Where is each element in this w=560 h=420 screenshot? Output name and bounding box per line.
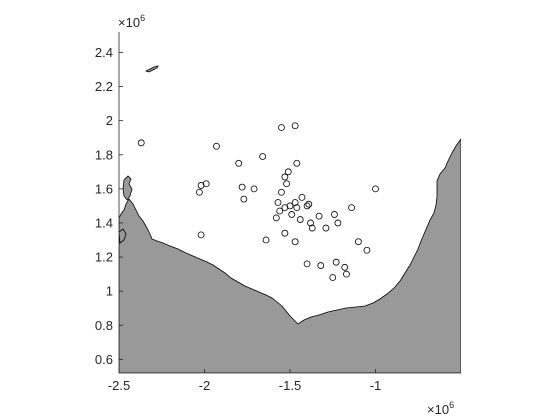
scatter-point bbox=[283, 180, 290, 188]
scatter-point bbox=[238, 183, 246, 191]
scatter-point bbox=[303, 260, 311, 268]
y-tick-label: 1 bbox=[106, 284, 113, 299]
x-tick-label: -2 bbox=[199, 378, 211, 393]
scatter-point bbox=[315, 212, 323, 220]
y-tick-label: 1.4 bbox=[95, 215, 113, 230]
scatter-point bbox=[288, 211, 296, 218]
y-tick-label: 1.2 bbox=[95, 250, 113, 265]
x-tick-label: -2.5 bbox=[108, 378, 130, 393]
scatter-point bbox=[298, 193, 306, 201]
y-tick-label: 1.6 bbox=[95, 181, 113, 196]
y-exponent-label: ×106 bbox=[118, 13, 145, 30]
scatter-point bbox=[202, 180, 210, 188]
scatter-point bbox=[317, 262, 325, 269]
scatter-point bbox=[274, 199, 282, 206]
y-tick-label: 2.4 bbox=[95, 45, 113, 60]
scatter-point bbox=[281, 173, 289, 181]
x-tick-label: -1 bbox=[370, 378, 382, 393]
scatter-points bbox=[137, 122, 379, 281]
x-exponent-label: ×106 bbox=[427, 400, 454, 417]
scatter-point bbox=[278, 188, 285, 196]
scatter-point bbox=[322, 224, 330, 232]
y-tick-label: 2.2 bbox=[95, 79, 113, 94]
scatter-point bbox=[284, 168, 292, 176]
island-small-west bbox=[119, 228, 127, 244]
y-tick-label: 0.8 bbox=[95, 318, 113, 333]
antarctic-landmass bbox=[119, 138, 461, 373]
scatter-point bbox=[341, 263, 349, 271]
scatter-point bbox=[272, 214, 280, 222]
scatter-point bbox=[332, 258, 340, 266]
scatter-point bbox=[262, 236, 270, 244]
scatter-point bbox=[281, 229, 289, 237]
scatter-point bbox=[291, 238, 299, 246]
scatter-point bbox=[195, 188, 203, 196]
scatter-point bbox=[363, 246, 371, 254]
scatter-point bbox=[291, 199, 299, 206]
scatter-point bbox=[293, 159, 301, 167]
scatter-point bbox=[308, 224, 316, 232]
scatter-point bbox=[240, 195, 248, 203]
x-ticks: -2.5 -2 -1.5 -1 bbox=[108, 369, 381, 393]
scatter-point bbox=[276, 207, 284, 215]
scatter-point bbox=[372, 185, 379, 193]
y-tick-label: 2 bbox=[106, 113, 113, 128]
x-tick-label: -1.5 bbox=[279, 378, 301, 393]
scatter-point bbox=[213, 142, 220, 150]
y-ticks: 0.6 0.8 1 1.2 1.4 1.6 1.8 2 2.2 2.4 bbox=[95, 45, 123, 367]
scatter-point bbox=[307, 219, 314, 227]
island-chain bbox=[122, 175, 133, 201]
scatter-point bbox=[343, 270, 350, 278]
scatter-point bbox=[259, 153, 267, 160]
scatter-point bbox=[235, 159, 243, 167]
scatter-point bbox=[331, 211, 338, 218]
scatter-point bbox=[137, 139, 145, 147]
scatter-point bbox=[305, 200, 313, 208]
scatter-point bbox=[278, 124, 285, 131]
scatter-point bbox=[197, 231, 205, 239]
scatter-point bbox=[329, 274, 337, 281]
scatter-point bbox=[303, 202, 311, 210]
scatter-point bbox=[354, 238, 362, 246]
scatter-point bbox=[281, 204, 289, 212]
scatter-point bbox=[286, 202, 294, 210]
island-north bbox=[144, 65, 159, 73]
scatter-point bbox=[250, 185, 258, 193]
scatter-point bbox=[197, 182, 205, 189]
scatter-point bbox=[293, 204, 301, 212]
y-tick-label: 1.8 bbox=[95, 147, 113, 162]
scatter-point bbox=[348, 204, 355, 212]
scatter-point bbox=[291, 122, 299, 130]
scatter-point bbox=[334, 219, 342, 227]
y-tick-label: 0.6 bbox=[95, 352, 113, 367]
scatter-point bbox=[296, 216, 304, 223]
